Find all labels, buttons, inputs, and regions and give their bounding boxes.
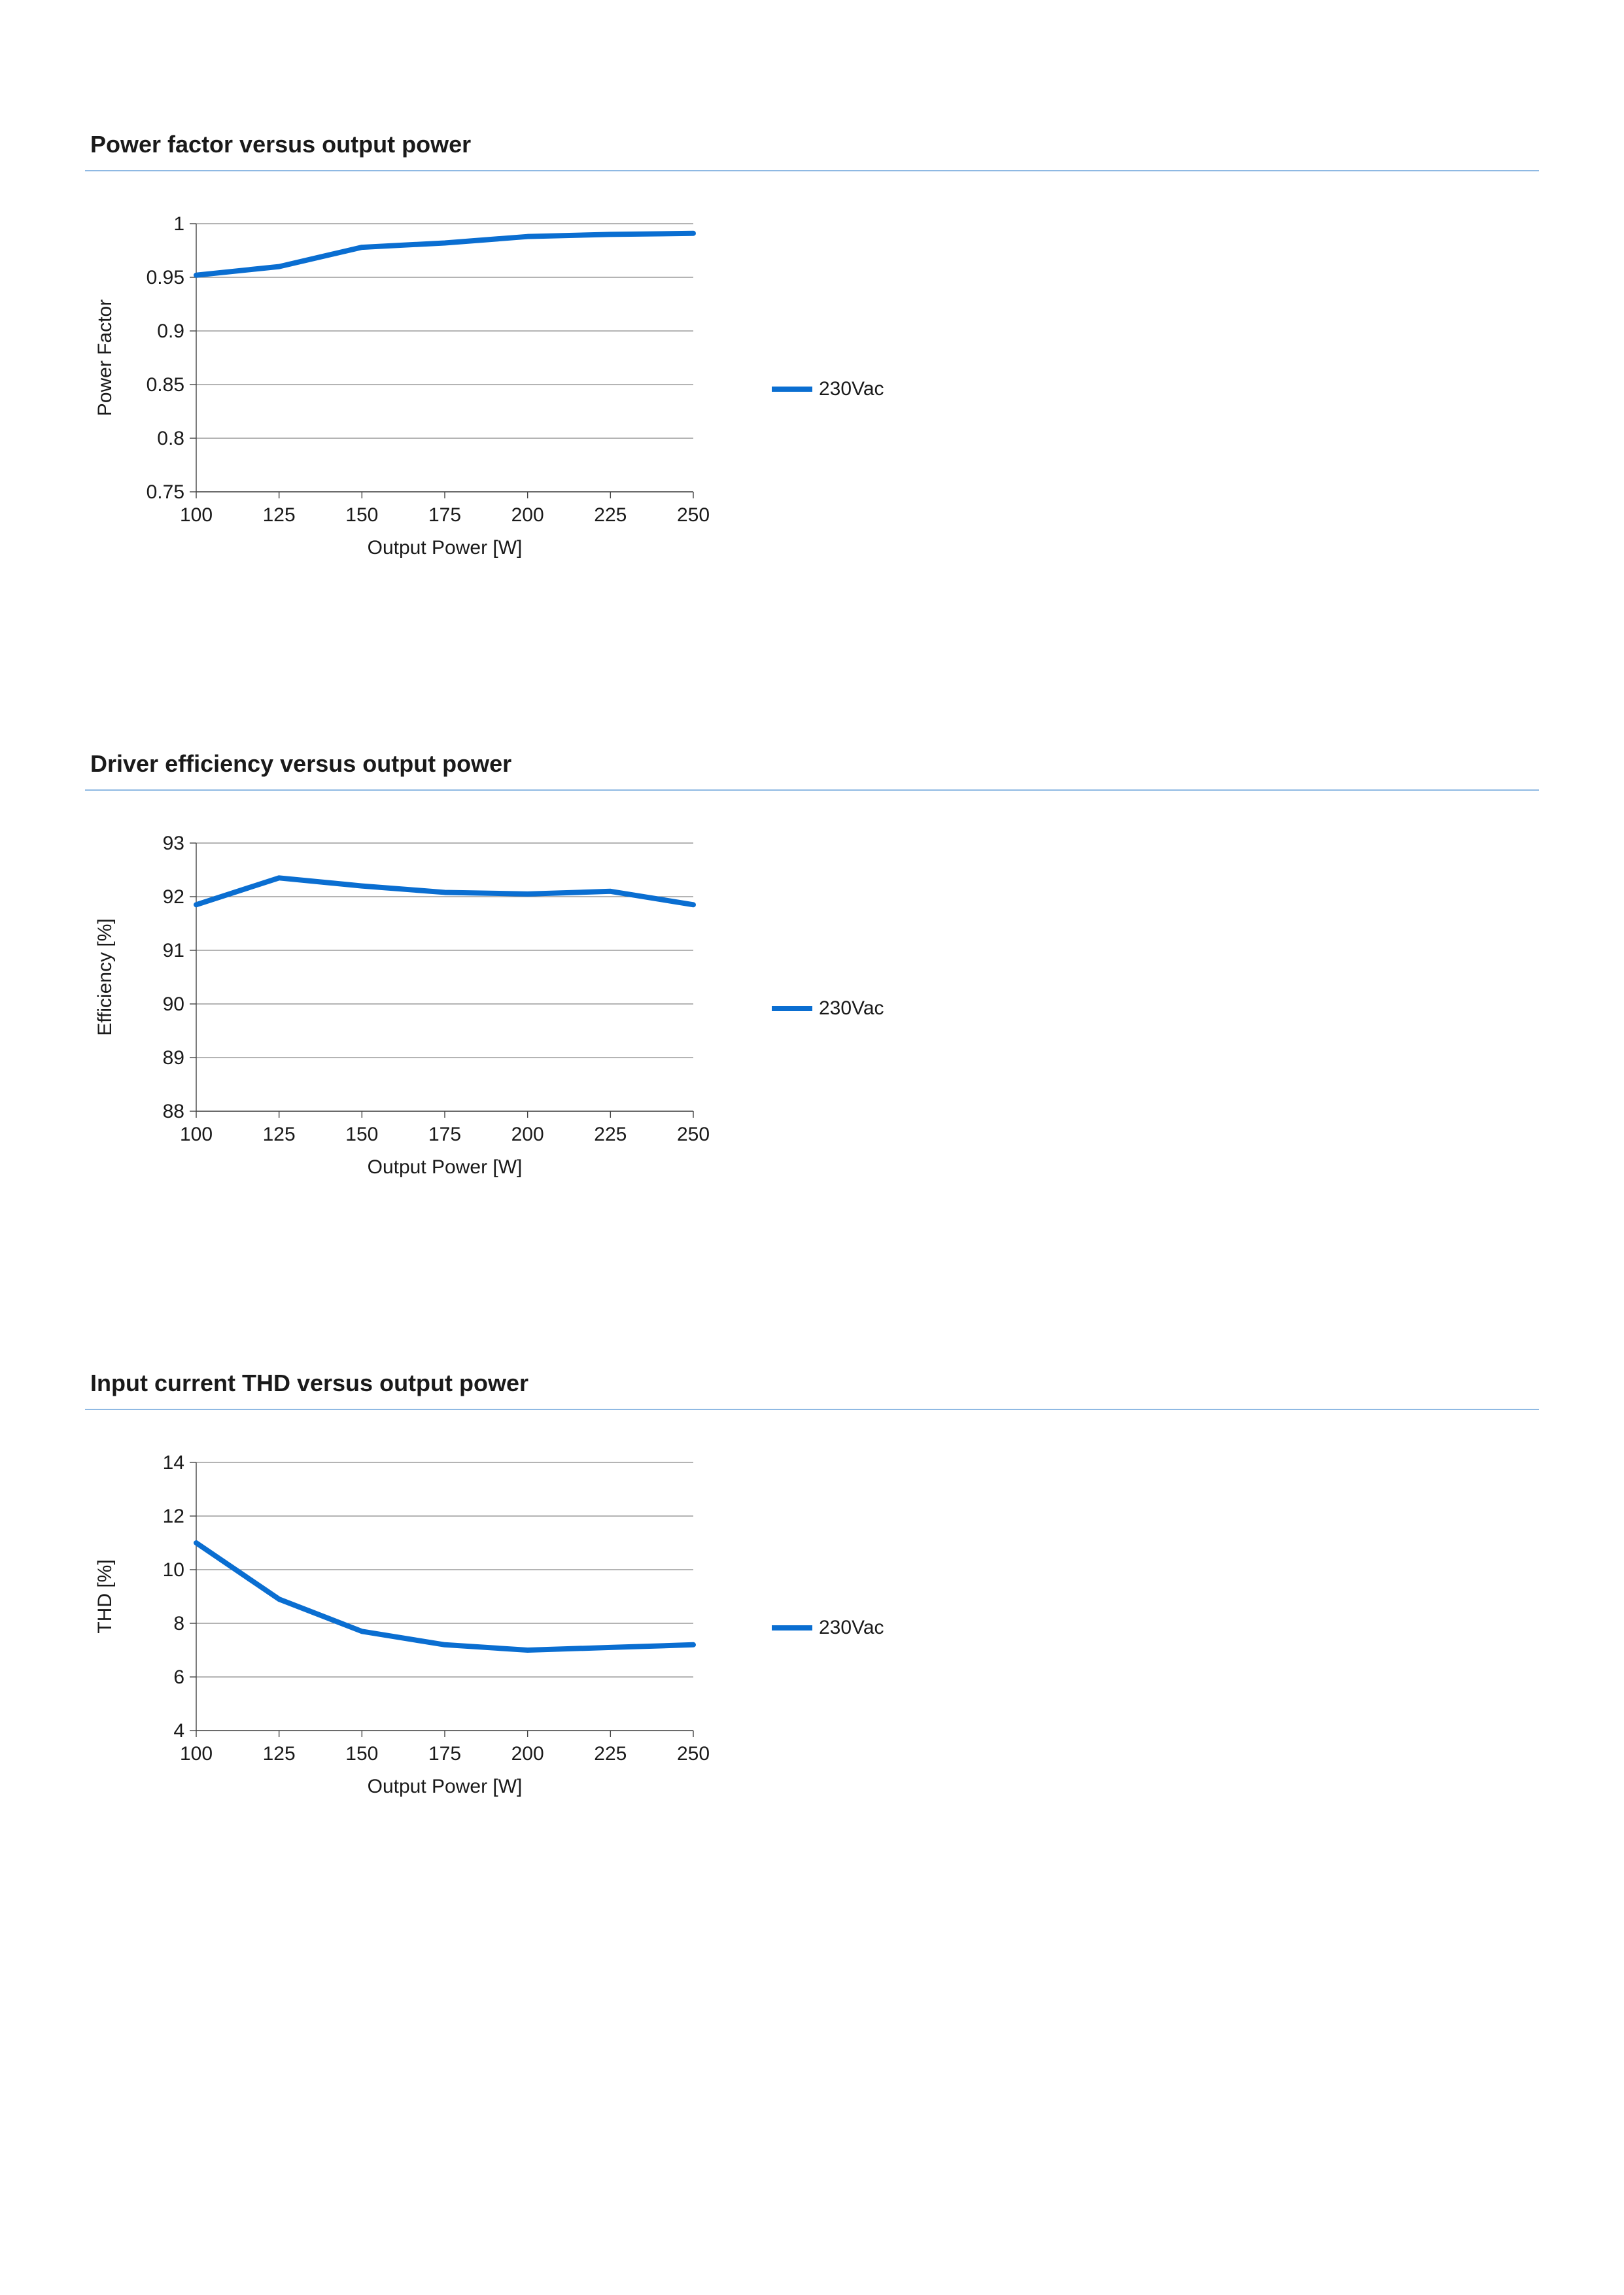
legend: 230Vac: [772, 997, 884, 1020]
legend-swatch: [772, 387, 812, 392]
svg-text:Power Factor: Power Factor: [94, 300, 116, 416]
svg-text:89: 89: [163, 1047, 184, 1069]
svg-text:88: 88: [163, 1101, 184, 1122]
legend-swatch: [772, 1625, 812, 1631]
svg-text:0.75: 0.75: [147, 481, 184, 503]
chart-efficiency: 88 89 90 91 92 93 100 125 150 175 200 225 250 Output …: [85, 823, 713, 1193]
legend: 230Vac: [772, 1617, 884, 1639]
svg-text:1: 1: [173, 213, 184, 235]
svg-text:0.9: 0.9: [157, 320, 184, 342]
svg-text:125: 125: [263, 504, 296, 526]
svg-text:8: 8: [173, 1613, 184, 1634]
svg-text:250: 250: [677, 1743, 710, 1765]
svg-text:Output Power [W]: Output Power [W]: [368, 1156, 523, 1178]
chart-row: 0.75 0.8 0.85 0.9 0.95 1 100 125 150 175 200 225 250…: [85, 204, 1539, 574]
svg-text:93: 93: [163, 833, 184, 854]
svg-text:125: 125: [263, 1743, 296, 1765]
svg-text:14: 14: [163, 1452, 184, 1474]
svg-text:175: 175: [428, 1743, 461, 1765]
chart-svg: 88 89 90 91 92 93 100 125 150 175 200 225 250 Output …: [85, 823, 713, 1190]
title-rule: [85, 789, 1539, 791]
svg-text:THD [%]: THD [%]: [94, 1559, 116, 1633]
page: Power factor versus output power 0.75 0.8…: [0, 0, 1624, 2295]
svg-text:150: 150: [345, 1124, 378, 1145]
svg-text:225: 225: [594, 504, 627, 526]
chart-thd: 4 6 8 10 12 14 100 125 150 175 200 225 250 Output Pow…: [85, 1443, 713, 1812]
svg-text:92: 92: [163, 886, 184, 908]
svg-text:225: 225: [594, 1124, 627, 1145]
svg-text:90: 90: [163, 993, 184, 1015]
section-efficiency: Driver efficiency versus output power 88…: [85, 750, 1539, 1193]
svg-text:225: 225: [594, 1743, 627, 1765]
chart-row: 4 6 8 10 12 14 100 125 150 175 200 225 250 Output Pow…: [85, 1443, 1539, 1812]
chart-svg: 4 6 8 10 12 14 100 125 150 175 200 225 250 Output Pow…: [85, 1443, 713, 1809]
svg-text:Output Power [W]: Output Power [W]: [368, 537, 523, 559]
series-line: [196, 878, 693, 905]
series-line: [196, 1543, 693, 1650]
svg-text:200: 200: [511, 1124, 544, 1145]
svg-text:Output Power [W]: Output Power [W]: [368, 1776, 523, 1797]
series-line: [196, 233, 693, 275]
chart-title: Power factor versus output power: [90, 131, 1539, 158]
legend-swatch: [772, 1006, 812, 1011]
chart-title: Input current THD versus output power: [90, 1370, 1539, 1397]
svg-text:10: 10: [163, 1559, 184, 1581]
svg-text:Efficiency [%]: Efficiency [%]: [94, 918, 116, 1036]
svg-text:250: 250: [677, 504, 710, 526]
legend-label: 230Vac: [819, 378, 884, 400]
legend-label: 230Vac: [819, 1617, 884, 1639]
svg-text:0.85: 0.85: [147, 374, 184, 396]
svg-text:100: 100: [180, 1124, 213, 1145]
svg-text:175: 175: [428, 504, 461, 526]
legend: 230Vac: [772, 378, 884, 400]
svg-text:150: 150: [345, 1743, 378, 1765]
svg-text:4: 4: [173, 1720, 184, 1742]
svg-text:175: 175: [428, 1124, 461, 1145]
svg-text:0.8: 0.8: [157, 428, 184, 449]
svg-text:100: 100: [180, 1743, 213, 1765]
title-rule: [85, 170, 1539, 171]
svg-text:250: 250: [677, 1124, 710, 1145]
svg-text:91: 91: [163, 940, 184, 961]
section-power-factor: Power factor versus output power 0.75 0.8…: [85, 131, 1539, 574]
chart-pf: 0.75 0.8 0.85 0.9 0.95 1 100 125 150 175 200 225 250…: [85, 204, 713, 574]
svg-text:200: 200: [511, 1743, 544, 1765]
svg-text:100: 100: [180, 504, 213, 526]
svg-text:200: 200: [511, 504, 544, 526]
svg-text:125: 125: [263, 1124, 296, 1145]
chart-row: 88 89 90 91 92 93 100 125 150 175 200 225 250 Output …: [85, 823, 1539, 1193]
svg-text:12: 12: [163, 1506, 184, 1527]
svg-text:6: 6: [173, 1666, 184, 1688]
legend-label: 230Vac: [819, 997, 884, 1020]
chart-title: Driver efficiency versus output power: [90, 750, 1539, 778]
svg-text:150: 150: [345, 504, 378, 526]
chart-svg: 0.75 0.8 0.85 0.9 0.95 1 100 125 150 175 200 225 250…: [85, 204, 713, 570]
section-thd: Input current THD versus output power 4 6…: [85, 1370, 1539, 1812]
svg-text:0.95: 0.95: [147, 267, 184, 288]
title-rule: [85, 1409, 1539, 1410]
